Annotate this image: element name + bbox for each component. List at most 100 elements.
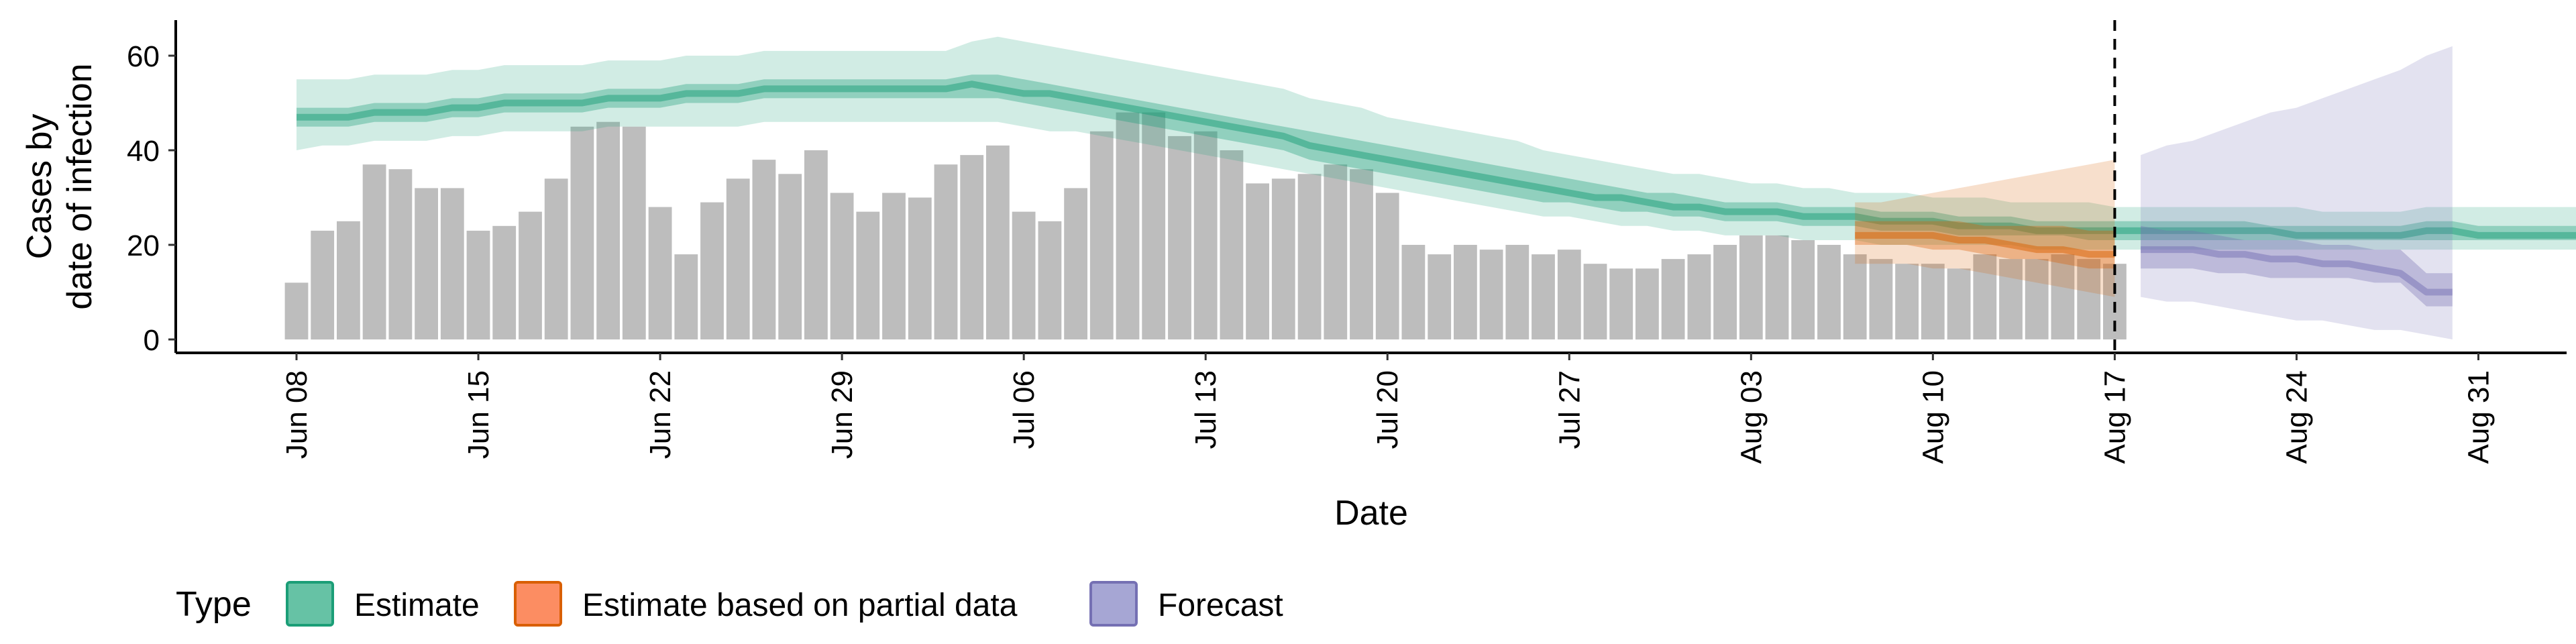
- bar: [284, 282, 309, 339]
- legend-title: Type: [176, 585, 252, 624]
- bar: [1661, 259, 1685, 339]
- partial-outer-band: [1855, 160, 2115, 297]
- bar: [1532, 254, 1555, 339]
- bar: [856, 211, 880, 339]
- bar: [830, 193, 854, 339]
- x-axis-ticks: Jun 08 Jun 15 Jun 22 Jun 29 Jul 06 Jul 13 Jul …: [280, 353, 2495, 464]
- partial-median-line: [1855, 231, 2115, 258]
- x-tick-label: Aug 17: [2098, 370, 2131, 464]
- bar: [726, 178, 750, 339]
- x-tick-label: Jul 13: [1189, 370, 1222, 449]
- x-tick-label: Jul 20: [1371, 370, 1404, 449]
- bar: [1324, 164, 1348, 339]
- forecast-inner-band: [2141, 225, 2453, 307]
- bar: [1817, 245, 1841, 339]
- bar: [1583, 264, 1607, 339]
- legend: Type Estimate Estimate based on partial …: [176, 581, 1283, 627]
- bar: [1635, 268, 1659, 340]
- estimate-median-line: [297, 80, 2576, 239]
- legend-label-partial: Estimate based on partial data: [582, 588, 1018, 623]
- bar: [1895, 264, 1919, 339]
- bar: [1246, 183, 1269, 340]
- bar: [1142, 112, 1166, 339]
- bar: [544, 178, 568, 339]
- bar: [1609, 268, 1633, 340]
- bar: [1739, 235, 1763, 339]
- bar: [908, 197, 932, 339]
- bar: [1116, 112, 1140, 339]
- bar: [1947, 268, 1971, 340]
- y-axis-title-line-1: Cases by: [20, 114, 59, 260]
- bar: [1012, 211, 1036, 339]
- bar: [596, 121, 620, 339]
- x-tick-label: Aug 24: [2280, 370, 2313, 464]
- x-tick-label: Jun 15: [462, 370, 495, 459]
- bar: [1479, 250, 1503, 339]
- bar: [1505, 245, 1529, 339]
- bar: [1350, 169, 1373, 339]
- bar: [466, 230, 490, 340]
- estimate-inner-band: [297, 74, 2576, 240]
- bar: [882, 193, 906, 339]
- y-axis-ticks: 0 20 40 60: [127, 40, 176, 357]
- x-axis-title: Date: [1334, 494, 1408, 533]
- x-tick-label: Jun 29: [826, 370, 859, 459]
- bar: [570, 126, 594, 340]
- x-tick-label: Aug 10: [1917, 370, 1949, 464]
- bar: [1921, 264, 1945, 339]
- bar: [674, 254, 698, 339]
- legend-label-forecast: Forecast: [1158, 588, 1283, 623]
- y-axis-title-line-2: date of infection: [60, 63, 99, 309]
- bar: [492, 225, 517, 339]
- bar: [986, 145, 1010, 339]
- legend-label-estimate: Estimate: [354, 588, 480, 623]
- bar: [2077, 259, 2101, 339]
- y-tick-label: 0: [144, 324, 160, 357]
- bar: [362, 164, 386, 339]
- bar: [415, 188, 438, 339]
- bar: [1089, 131, 1114, 340]
- bar: [1428, 254, 1452, 339]
- bar: [1843, 254, 1867, 339]
- bar: [337, 221, 360, 340]
- bar: [1038, 221, 1062, 340]
- y-tick-label: 40: [127, 135, 160, 168]
- legend-swatch-partial: [514, 581, 562, 627]
- x-tick-label: Jun 22: [644, 370, 677, 459]
- bar: [1375, 193, 1399, 339]
- bar: [752, 160, 776, 339]
- bar: [1064, 188, 1087, 339]
- bar: [311, 230, 335, 340]
- bar: [622, 126, 646, 340]
- x-tick-label: Aug 31: [2462, 370, 2495, 464]
- bar: [1999, 259, 2023, 339]
- bar: [1713, 245, 1737, 339]
- bar: [700, 202, 724, 339]
- bar: [1557, 250, 1581, 339]
- bands-layer: [297, 36, 2576, 340]
- bar: [1401, 245, 1426, 339]
- bar: [960, 155, 984, 339]
- x-tick-label: Jul 27: [1553, 370, 1586, 449]
- forecast-median-line: [2141, 246, 2453, 296]
- bar: [1973, 254, 1997, 339]
- bar: [2025, 259, 2049, 339]
- legend-swatch-forecast: [1089, 581, 1138, 627]
- bar: [1168, 136, 1191, 339]
- bar: [1271, 178, 1295, 339]
- bar: [519, 211, 542, 339]
- bars-layer: [284, 112, 2127, 340]
- forecast-outer-band: [2141, 46, 2453, 340]
- bar: [1193, 131, 1218, 340]
- x-tick-label: Jul 06: [1008, 370, 1040, 449]
- bar: [804, 150, 828, 339]
- bar: [1687, 254, 1711, 339]
- bar: [778, 174, 802, 340]
- bar: [1297, 174, 1322, 340]
- bar: [1454, 245, 1477, 339]
- bar: [934, 164, 958, 339]
- x-tick-label: Jun 08: [280, 370, 313, 459]
- bar: [1765, 235, 1789, 339]
- y-tick-label: 20: [127, 229, 160, 262]
